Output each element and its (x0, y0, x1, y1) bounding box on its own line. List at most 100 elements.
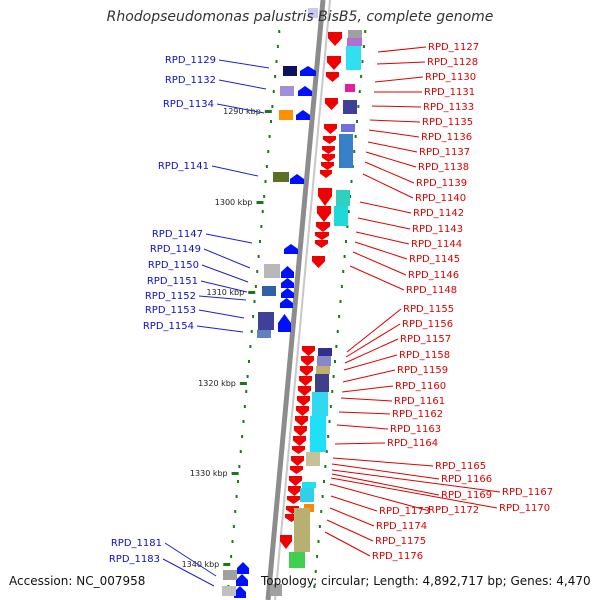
callout-leader-line (198, 309, 245, 319)
callout-leader-line (345, 323, 401, 358)
tick-dot (256, 270, 259, 273)
tick-dot (272, 90, 275, 93)
gene-label-rpd-1153: RPD_1153 (145, 305, 196, 316)
minus-strand-gene-arrow (315, 232, 329, 240)
protein-domain-block (257, 330, 271, 338)
callout-leader-line (349, 265, 405, 291)
protein-domain-block (302, 482, 316, 488)
gene-label-rpd-1140: RPD_1140 (415, 193, 466, 204)
minus-strand-gene-arrow (321, 162, 334, 170)
callout-leader-line (216, 103, 265, 114)
gene-label-rpd-1160: RPD_1160 (395, 381, 446, 392)
gene-label-rpd-1162: RPD_1162 (392, 409, 443, 420)
tick-dot (261, 210, 264, 213)
protein-domain-block (347, 38, 362, 46)
tick-dot (239, 450, 242, 453)
callout-leader-line (369, 119, 421, 123)
tick-dot (314, 570, 317, 573)
backbone-strand (274, 0, 331, 600)
tick-dot (260, 225, 263, 228)
tick-dot (335, 345, 338, 348)
kbp-tick-label: 1320 kbp (198, 379, 236, 388)
gene-label-rpd-1165: RPD_1165 (435, 461, 486, 472)
gene-label-rpd-1183: RPD_1183 (109, 554, 160, 565)
minus-strand-gene-arrow (318, 188, 332, 206)
minus-strand-gene-arrow (323, 136, 336, 144)
kbp-tick-mark (248, 291, 256, 294)
callout-leader-line (201, 264, 249, 283)
gene-label-rpd-1132: RPD_1132 (165, 75, 216, 86)
tick-dot (247, 360, 250, 363)
gene-label-rpd-1150: RPD_1150 (148, 260, 199, 271)
tick-dot (342, 270, 345, 273)
callout-leader-line (352, 251, 407, 276)
kbp-tick-mark (239, 382, 247, 385)
gene-label-rpd-1176: RPD_1176 (372, 551, 423, 562)
gene-label-rpd-1163: RPD_1163 (390, 424, 441, 435)
plus-strand-gene-arrow (281, 266, 294, 278)
plus-strand-gene-arrow (296, 110, 310, 120)
gene-label-rpd-1169: RPD_1169 (441, 490, 492, 501)
gene-label-rpd-1172: RPD_1172 (428, 505, 479, 516)
gene-label-rpd-1135: RPD_1135 (422, 117, 473, 128)
tick-dot (231, 540, 234, 543)
minus-strand-gene-arrow (324, 124, 337, 134)
kbp-ticks: 1290 kbp 1300 kbp 1310 kbp 1320 kbp 1330 kbp… (182, 107, 272, 569)
callout-leader-line (162, 558, 215, 587)
callout-leader-line (364, 161, 415, 184)
kbp-tick-label: 1300 kbp (215, 198, 253, 207)
tick-dot (343, 255, 346, 258)
gene-label-rpd-1147: RPD_1147 (152, 229, 203, 240)
minus-strand-gene-arrow (297, 396, 310, 406)
gene-label-rpd-1151: RPD_1151 (147, 276, 198, 287)
minus-strand-gene-arrow (298, 386, 311, 396)
minus-strand-gene-arrow (293, 436, 306, 446)
protein-domain-block (346, 46, 361, 70)
tick-dot (327, 435, 330, 438)
callout-leader-line (342, 369, 396, 383)
tick-dot (329, 405, 332, 408)
protein-domain-block (258, 312, 274, 330)
tick-dot (322, 480, 325, 483)
callout-leader-line (198, 295, 247, 301)
protein-domain-block (316, 366, 330, 374)
minus-strand-gene-arrow (317, 206, 331, 222)
gene-label-rpd-1138: RPD_1138 (418, 162, 469, 173)
callout-leader-line (354, 241, 408, 260)
tick-dot (338, 315, 341, 318)
protein-domain-block (343, 100, 357, 114)
gene-label-rpd-1164: RPD_1164 (387, 438, 438, 449)
tick-dot (246, 375, 249, 378)
minus-strand-gene-arrow (292, 446, 305, 454)
tick-dot (344, 240, 347, 243)
tick-dot (253, 300, 256, 303)
protein-domain-block (262, 286, 276, 296)
callout-leader-line (362, 173, 414, 199)
callout-leader-line (341, 385, 394, 393)
gene-label-rpd-1152: RPD_1152 (145, 291, 196, 302)
tick-dot (242, 420, 245, 423)
gene-label-rpd-1146: RPD_1146 (408, 270, 459, 281)
tick-dot (313, 585, 316, 588)
minus-strand-gene-arrow (301, 356, 314, 366)
gene-label-rpd-1129: RPD_1129 (165, 55, 216, 66)
map-title: Rhodopseudomonas palustris BisB5, comple… (106, 9, 494, 25)
callout-leader-line (359, 201, 412, 214)
callout-leader-line (331, 469, 501, 493)
tick-dot (230, 555, 233, 558)
tick-dot (361, 60, 364, 63)
genome-summary: Topology: circular; Length: 4,892,717 bp… (261, 574, 591, 588)
callout-leader-line (344, 338, 399, 364)
tick-dot (350, 180, 353, 183)
tick-dot (328, 420, 331, 423)
tick-dot (354, 135, 357, 138)
gene-label-rpd-1133: RPD_1133 (423, 102, 474, 113)
tick-dot (336, 330, 339, 333)
gene-label-rpd-1181: RPD_1181 (111, 538, 162, 549)
genome-backbone (265, 0, 331, 600)
minus-strand-gene-arrow (322, 154, 335, 162)
callout-leader-line (331, 463, 440, 480)
tick-dot (339, 300, 342, 303)
protein-domain-block (345, 84, 355, 92)
